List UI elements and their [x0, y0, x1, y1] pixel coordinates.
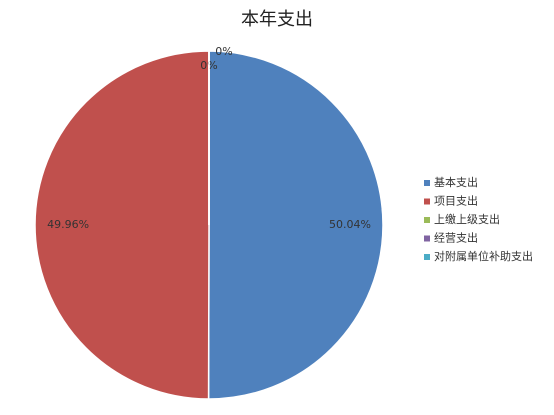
data-label: 50.04% [329, 218, 371, 231]
legend-swatch [424, 180, 430, 186]
legend-swatch [424, 254, 430, 260]
legend-swatch [424, 217, 430, 223]
pie-slice [207, 50, 384, 400]
pie-slice [34, 50, 210, 400]
legend-swatch [424, 198, 430, 205]
legend-swatch [424, 235, 430, 242]
legend-label: 基本支出 [434, 175, 478, 189]
legend-label: 项目支出 [434, 194, 478, 208]
legend-label: 经营支出 [434, 231, 478, 245]
legend-label: 上缴上级支出 [434, 212, 500, 226]
data-label: 0% [215, 45, 232, 58]
data-label: 49.96% [47, 218, 89, 231]
chart-title: 本年支出 [241, 9, 313, 30]
legend-label: 对附属单位补助支出 [434, 249, 533, 263]
